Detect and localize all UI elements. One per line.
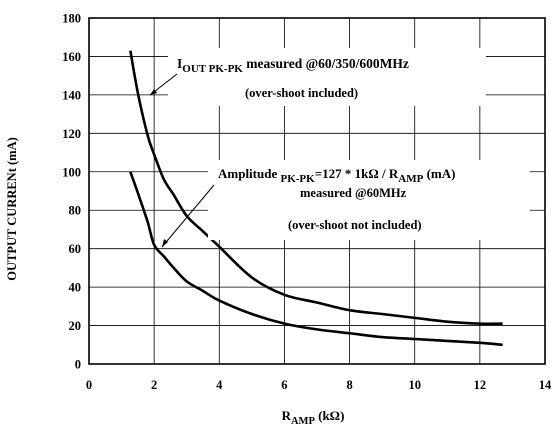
y-tick-label: 180 (62, 12, 81, 26)
y-tick-label: 160 (62, 50, 81, 64)
upper-leader-arrowhead (150, 89, 157, 95)
y-axis-title: OUTPUT CURRENt (mA) (5, 137, 19, 281)
plot-frame (88, 17, 546, 365)
x-tick-label: 10 (408, 378, 421, 392)
lower-annotation-mid: =127 * 1kΩ / R (315, 166, 399, 181)
lower-annotation-sub1: PK-PK (280, 173, 315, 185)
upper-annotation-line1: IOUT PK-PK measured @60/350/600MHz (177, 56, 409, 75)
x-axis-title: RAMP (kΩ) (282, 408, 345, 427)
x-tick-label: 4 (216, 378, 223, 392)
x-tick-label: 2 (151, 378, 157, 392)
x-tick-label: 14 (539, 378, 552, 392)
lower-annotation-line3: (over-shoot not included) (288, 218, 422, 232)
lower-leader-arrowhead (162, 239, 168, 247)
series-line-1 (129, 50, 503, 326)
lower-annotation-amp: Amplitude (218, 166, 280, 181)
y-tick-label: 140 (62, 88, 81, 102)
x-tick-label: 0 (86, 378, 92, 392)
upper-annotation-line2: (over-shoot included) (245, 86, 358, 100)
y-tick-label: 0 (75, 358, 81, 372)
upper-annotation-box (168, 48, 486, 106)
x-tick-label: 6 (281, 378, 287, 392)
x-axis-title-unit: (kΩ) (315, 408, 345, 423)
lower-annotation-box (208, 160, 530, 240)
y-tick-label: 80 (69, 204, 82, 218)
lower-annotation-line1: Amplitude PK-PK=127 * 1kΩ / RAMP (mA) (218, 166, 455, 185)
y-tick-label: 20 (69, 319, 82, 333)
upper-annotation-sub: OUT PK-PK (182, 63, 243, 75)
y-tick-label: 60 (69, 242, 82, 256)
y-tick-label: 120 (62, 127, 81, 141)
lower-leader-line (161, 184, 215, 248)
series-line-2 (129, 171, 503, 347)
series-layer (129, 50, 503, 347)
x-tick-label: 12 (474, 378, 487, 392)
y-tick-label: 100 (62, 165, 81, 179)
y-tick-label: 40 (69, 281, 82, 295)
upper-annotation-rest: measured @60/350/600MHz (243, 56, 409, 71)
x-axis-title-main: R (282, 408, 292, 423)
tick-layer: 0 20 40 60 80 100 120 140 160 180 0 2 4 6 8 10 12 14 (62, 12, 552, 393)
lower-annotation-end: (mA) (423, 166, 455, 181)
lower-annotation-line2: measured @60MHz (300, 186, 407, 200)
upper-annotation-i: I (177, 56, 182, 71)
lower-annotation-sub2: AMP (398, 173, 423, 185)
x-axis-title-sub: AMP (291, 416, 315, 427)
x-tick-label: 8 (346, 378, 352, 392)
